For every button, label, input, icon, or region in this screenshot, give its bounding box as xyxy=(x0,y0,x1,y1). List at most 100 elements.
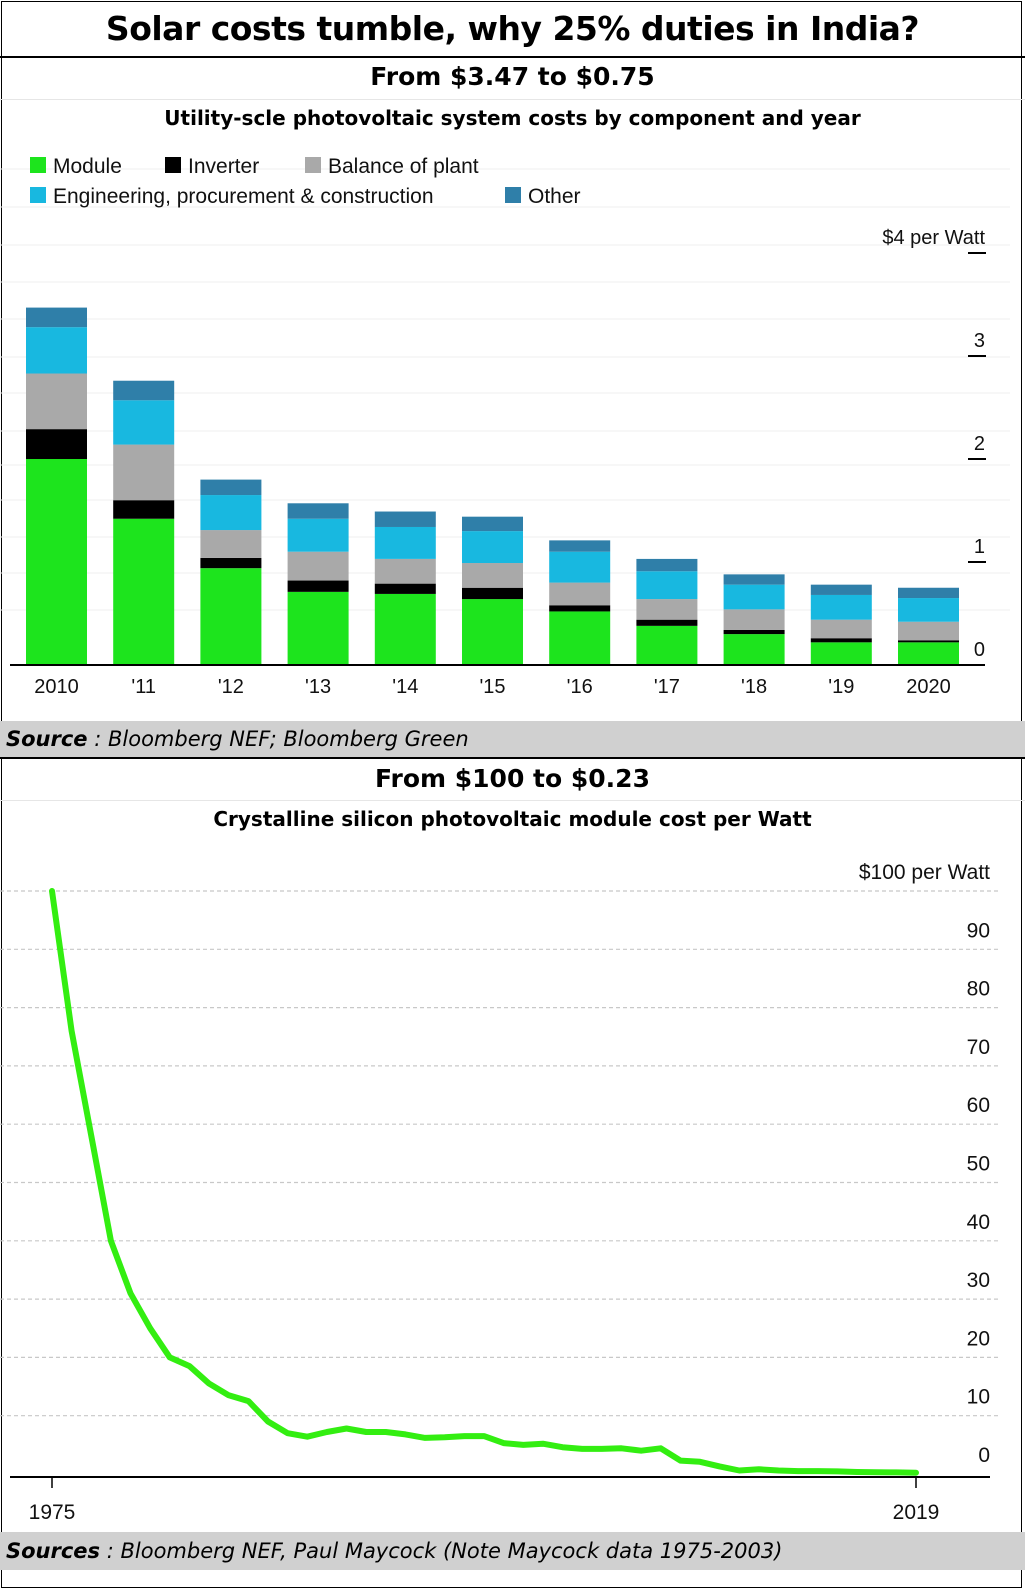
panel1-heading: From $3.47 to $0.75 xyxy=(370,62,655,91)
y-tick-label: 2 xyxy=(974,433,985,455)
bar-inverter-11 xyxy=(113,500,175,519)
legend-label-other: Other xyxy=(528,185,581,208)
legend-swatch-balance-of-plant xyxy=(305,157,321,173)
legend-swatch-module xyxy=(30,157,46,173)
legend-label-module: Module xyxy=(53,155,122,178)
panel2-source: Sources : Bloomberg NEF, Paul Maycock (N… xyxy=(0,1532,1025,1570)
bar-other-19 xyxy=(810,584,872,595)
bar-module-15 xyxy=(462,599,523,665)
bar-balance-of-plant-18 xyxy=(723,609,785,630)
panel1-source-label: Source xyxy=(6,727,88,751)
bar-module-18 xyxy=(723,634,785,665)
panel1-source-text: : Bloomberg NEF; Bloomberg Green xyxy=(87,727,469,751)
y-tick-label: 10 xyxy=(967,1386,990,1409)
bar-engineering-procurement-construction-2020 xyxy=(898,598,959,622)
bar-module-19 xyxy=(810,642,872,665)
bar-module-13 xyxy=(287,591,349,665)
y-tick-label: $4 per Watt xyxy=(882,227,985,249)
panel2-source-text: : Bloomberg NEF, Paul Maycock (Note Mayc… xyxy=(100,1539,783,1563)
bar-balance-of-plant-2020 xyxy=(898,621,959,641)
panel1-subheading: Utility-scle photovoltaic system costs b… xyxy=(164,106,861,130)
y-tick-label: 90 xyxy=(967,919,990,942)
bar-inverter-19 xyxy=(810,638,872,643)
legend-label-balance-of-plant: Balance of plant xyxy=(328,155,479,178)
y-tick-label: 20 xyxy=(967,1327,990,1350)
bar-module-16 xyxy=(549,611,611,665)
bar-balance-of-plant-11 xyxy=(113,444,175,501)
legend-label-engineering-procurement-construction: Engineering, procurement & construction xyxy=(53,185,434,208)
bar-other-15 xyxy=(462,516,523,532)
bar-engineering-procurement-construction-17 xyxy=(636,571,698,600)
legend-label-inverter: Inverter xyxy=(188,155,259,178)
bar-balance-of-plant-16 xyxy=(549,582,611,606)
panel1-source: Source : Bloomberg NEF; Bloomberg Green xyxy=(0,721,1025,757)
y-tick-label: 40 xyxy=(967,1211,990,1234)
legend-swatch-engineering-procurement-construction xyxy=(30,187,46,203)
bar-inverter-17 xyxy=(636,619,698,626)
x-tick-label: '13 xyxy=(305,676,331,698)
x-tick-label: '16 xyxy=(567,676,593,698)
x-tick-label: '14 xyxy=(392,676,418,698)
line-chart: $100 per Watt 90 80 70 60 50 40 30 20 10 0 1975 2019 xyxy=(0,861,1000,1524)
bar-inverter-14 xyxy=(374,583,436,594)
x-tick-label: 2010 xyxy=(34,676,79,698)
bar-balance-of-plant-14 xyxy=(374,558,436,584)
bar-other-2010 xyxy=(26,307,87,328)
bar-engineering-procurement-construction-16 xyxy=(549,551,611,583)
x-tick-label: '15 xyxy=(479,676,505,698)
panel-divider xyxy=(0,757,1025,759)
legend-swatch-inverter xyxy=(165,157,181,173)
y-tick-label: 0 xyxy=(974,639,985,661)
bar-module-12 xyxy=(200,568,262,665)
y-tick-label: 50 xyxy=(967,1153,990,1176)
x-tick-label: 2019 xyxy=(893,1501,940,1524)
bar-engineering-procurement-construction-15 xyxy=(462,531,523,564)
bar-other-17 xyxy=(636,558,698,572)
bar-other-13 xyxy=(287,503,349,519)
bar-balance-of-plant-15 xyxy=(462,563,523,588)
bar-other-12 xyxy=(200,479,262,496)
x-tick-label: 1975 xyxy=(29,1501,76,1524)
bar-balance-of-plant-13 xyxy=(287,551,349,581)
bar-other-16 xyxy=(549,540,611,552)
bar-balance-of-plant-17 xyxy=(636,599,698,620)
y-tick-label: 0 xyxy=(978,1444,990,1467)
bar-module-2010 xyxy=(26,459,87,665)
bar-engineering-procurement-construction-14 xyxy=(374,526,436,559)
bar-engineering-procurement-construction-13 xyxy=(287,518,349,552)
y-tick-label: 80 xyxy=(967,978,990,1001)
bar-inverter-18 xyxy=(723,629,785,635)
bar-other-18 xyxy=(723,574,785,585)
bar-module-11 xyxy=(113,518,175,665)
bar-other-2020 xyxy=(898,587,959,599)
bar-engineering-procurement-construction-19 xyxy=(810,594,872,620)
x-tick-label: '19 xyxy=(828,676,854,698)
main-title: Solar costs tumble, why 25% duties in In… xyxy=(0,0,1025,58)
stacked-bar-chart: Module Inverter Balance of plant Engineerin… xyxy=(0,155,1010,698)
x-tick-label: 2020 xyxy=(906,676,951,698)
y-tick-label: 60 xyxy=(967,1094,990,1117)
bar-other-14 xyxy=(374,511,436,527)
bar-balance-of-plant-19 xyxy=(810,619,872,639)
x-tick-label: '18 xyxy=(741,676,767,698)
bar-other-11 xyxy=(113,380,175,401)
bar-inverter-13 xyxy=(287,580,349,592)
series-line-module-cost xyxy=(49,888,919,1476)
y-tick-label: 30 xyxy=(967,1269,990,1292)
x-tick-label: '11 xyxy=(131,676,156,698)
panel2-heading: From $100 to $0.23 xyxy=(375,764,650,793)
bar-engineering-procurement-construction-18 xyxy=(723,584,785,610)
y-tick-label: 3 xyxy=(974,330,985,352)
bar-inverter-2010 xyxy=(26,429,87,459)
bar-module-17 xyxy=(636,625,698,665)
bar-inverter-15 xyxy=(462,587,523,600)
bar-balance-of-plant-2010 xyxy=(26,373,87,430)
bar-inverter-12 xyxy=(200,557,262,569)
bar-engineering-procurement-construction-11 xyxy=(113,400,175,445)
bar-engineering-procurement-construction-2010 xyxy=(26,327,87,374)
bar-inverter-2020 xyxy=(898,640,959,643)
y-tick-label: 70 xyxy=(967,1036,990,1059)
y-tick-label: 1 xyxy=(974,536,985,558)
panel1-heading-separator xyxy=(0,99,1025,100)
